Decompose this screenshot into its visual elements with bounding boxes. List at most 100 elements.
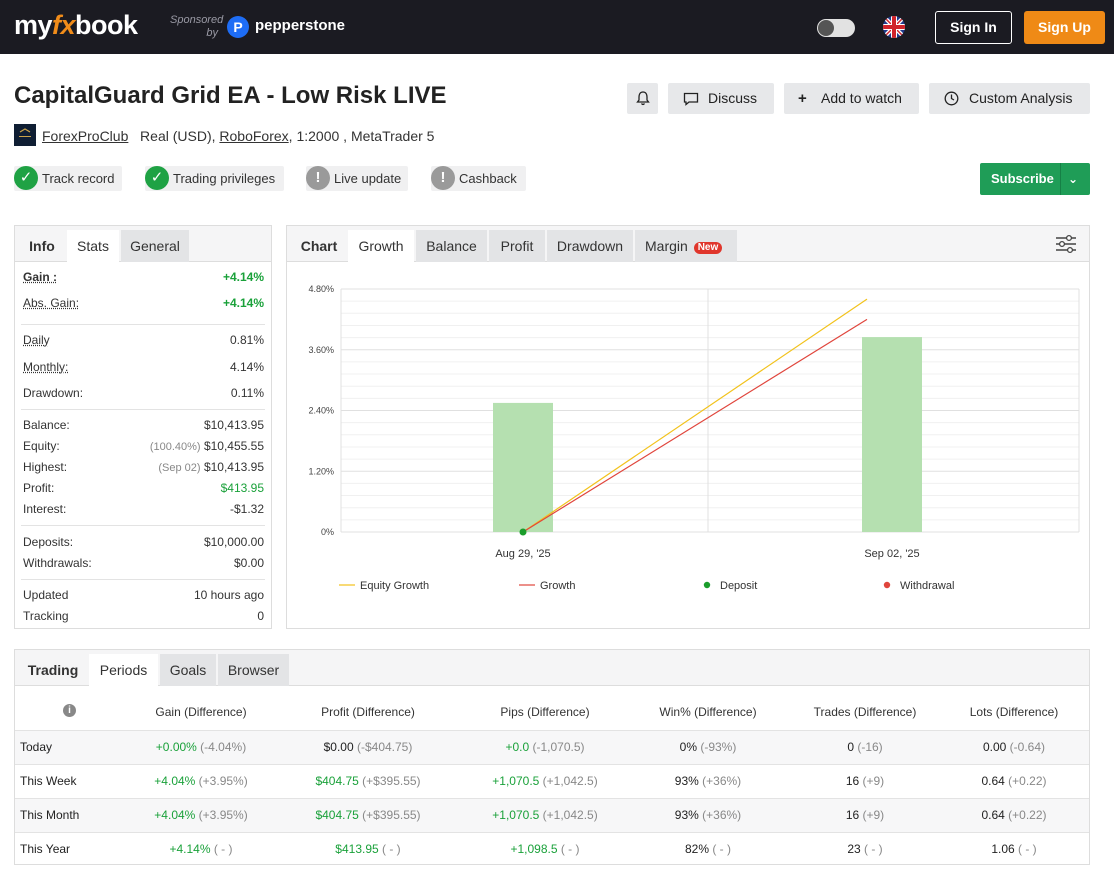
- stat-equity: Equity: (100.40%) $10,455.55: [23, 439, 264, 460]
- stat-label: Updated: [23, 588, 69, 602]
- table-cell: 0.64 (+0.22): [934, 799, 1094, 832]
- tab-growth[interactable]: Growth: [348, 230, 414, 262]
- cell-value: $404.75: [315, 774, 359, 788]
- stat-label: Deposits:: [23, 535, 74, 549]
- info-icon[interactable]: i: [63, 704, 76, 717]
- stat-note: (Sep 02): [158, 462, 201, 474]
- custom-analysis-label: Custom Analysis: [969, 90, 1073, 106]
- chevron-down-icon[interactable]: ⌄: [1068, 172, 1079, 186]
- discuss-button[interactable]: Discuss: [668, 83, 774, 114]
- broker-link[interactable]: RoboForex: [219, 128, 289, 144]
- sign-in-button[interactable]: Sign In: [935, 11, 1012, 44]
- sliders-icon[interactable]: [1055, 234, 1077, 254]
- stat-value: $10,455.55: [203, 439, 264, 453]
- table-cell: 16 (+9): [785, 765, 945, 798]
- tab-drawdown[interactable]: Drawdown: [547, 230, 633, 262]
- clock-icon: [944, 91, 959, 106]
- sponsor-name[interactable]: pepperstone: [255, 17, 346, 34]
- stat-label: Highest:: [23, 460, 68, 474]
- plus-icon: +: [798, 90, 807, 107]
- pepperstone-logo-icon[interactable]: P: [227, 16, 249, 38]
- cell-value: +1,070.5: [492, 774, 540, 788]
- stat-value: 4.14%: [229, 360, 264, 374]
- legend-label: Deposit: [720, 580, 757, 592]
- owner-link[interactable]: ForexProClub: [42, 128, 129, 144]
- badge-track-record[interactable]: ✓ Track record: [14, 166, 122, 191]
- cell-difference: (+0.22): [1004, 808, 1047, 822]
- stat-label: Drawdown:: [23, 386, 84, 400]
- divider: [21, 324, 265, 325]
- cell-difference: ( - ): [557, 842, 580, 856]
- tab-general[interactable]: General: [121, 230, 189, 262]
- y-tick-label: 2.40%: [308, 406, 334, 416]
- cell-value: 1.06: [991, 842, 1015, 856]
- deposit-point: [519, 528, 527, 536]
- tab-margin[interactable]: Margin New: [635, 230, 737, 262]
- tab-balance[interactable]: Balance: [416, 230, 487, 262]
- stat-label: Withdrawals:: [23, 556, 92, 570]
- cell-difference: (+9): [859, 774, 885, 788]
- badge-label: Track record: [42, 171, 115, 186]
- table-cell: 93% (+36%): [628, 799, 788, 832]
- custom-analysis-button[interactable]: Custom Analysis: [929, 83, 1090, 114]
- cell-difference: ( - ): [210, 842, 233, 856]
- cell-value: 16: [845, 774, 860, 788]
- stat-label[interactable]: Gain :: [23, 270, 58, 284]
- table-row: Today +0.00% (-4.04%) $0.00 (-$404.75) +0.0…: [15, 730, 1089, 764]
- stat-label[interactable]: Daily: [23, 333, 50, 347]
- badge-label: Cashback: [459, 171, 517, 186]
- myfxbook-logo[interactable]: myfxbook: [14, 10, 138, 40]
- tab-info[interactable]: Info: [29, 238, 55, 254]
- tab-profit[interactable]: Profit: [489, 230, 545, 262]
- cell-difference: (+36%): [698, 774, 742, 788]
- stat-value: +4.14%: [222, 270, 264, 284]
- tab-browser[interactable]: Browser: [218, 654, 289, 686]
- cell-difference: (+3.95%): [195, 774, 248, 788]
- table-cell: $413.95 ( - ): [288, 833, 448, 866]
- stat-label[interactable]: Abs. Gain:: [23, 296, 80, 310]
- account-type: Real (USD),: [140, 128, 216, 144]
- stat-value: $10,413.95: [203, 460, 264, 474]
- stat-label: Tracking: [23, 609, 69, 623]
- cell-value: $0.00: [323, 740, 354, 754]
- tab-trading[interactable]: Trading: [27, 662, 79, 678]
- cell-value: 93%: [674, 774, 699, 788]
- tab-goals[interactable]: Goals: [160, 654, 216, 686]
- table-cell: +4.14% ( - ): [121, 833, 281, 866]
- table-cell: 1.06 ( - ): [934, 833, 1094, 866]
- x-tick-label: Aug 29, '25: [495, 548, 550, 560]
- sign-up-button[interactable]: Sign Up: [1024, 11, 1105, 44]
- badge-cashback[interactable]: ! Cashback: [431, 166, 526, 191]
- table-cell: +1,098.5 ( - ): [465, 833, 625, 866]
- language-flag-icon[interactable]: [883, 16, 905, 38]
- cell-value: 0.64: [981, 774, 1005, 788]
- stat-value: 0: [257, 609, 264, 623]
- cell-value: 0: [847, 740, 854, 754]
- cell-value: 93%: [674, 808, 699, 822]
- theme-toggle[interactable]: [817, 19, 855, 37]
- table-cell: +4.04% (+3.95%): [121, 765, 281, 798]
- owner-avatar[interactable]: [14, 124, 36, 146]
- add-to-watch-button[interactable]: + Add to watch: [784, 83, 919, 114]
- stat-value: -$1.32: [229, 502, 264, 516]
- notify-button[interactable]: [627, 83, 658, 114]
- table-cell: $404.75 (+$395.55): [288, 799, 448, 832]
- subscribe-button[interactable]: Subscribe ⌄: [980, 163, 1090, 195]
- badge-trading-privileges[interactable]: ✓ Trading privileges: [145, 166, 284, 191]
- stat-drawdown: Drawdown: 0.11%: [23, 386, 264, 407]
- chart-tabbar: Chart Growth Balance Profit Drawdown Mar…: [287, 226, 1089, 262]
- equity-growth-line: [522, 298, 868, 533]
- toggle-knob: [818, 20, 834, 36]
- stat-highest: Highest: (Sep 02) $10,413.95: [23, 460, 264, 481]
- tab-chart[interactable]: Chart: [300, 238, 338, 254]
- tab-stats[interactable]: Stats: [67, 230, 119, 262]
- table-cell: 93% (+36%): [628, 765, 788, 798]
- tab-periods[interactable]: Periods: [89, 654, 158, 686]
- stat-value: 10 hours ago: [193, 588, 264, 602]
- cell-value: $404.75: [315, 808, 359, 822]
- cell-difference: (+1,042.5): [539, 774, 598, 788]
- cell-value: +4.04%: [154, 808, 196, 822]
- stat-label[interactable]: Monthly:: [23, 360, 69, 374]
- badge-live-update[interactable]: ! Live update: [306, 166, 408, 191]
- stat-value: 0.11%: [230, 386, 264, 400]
